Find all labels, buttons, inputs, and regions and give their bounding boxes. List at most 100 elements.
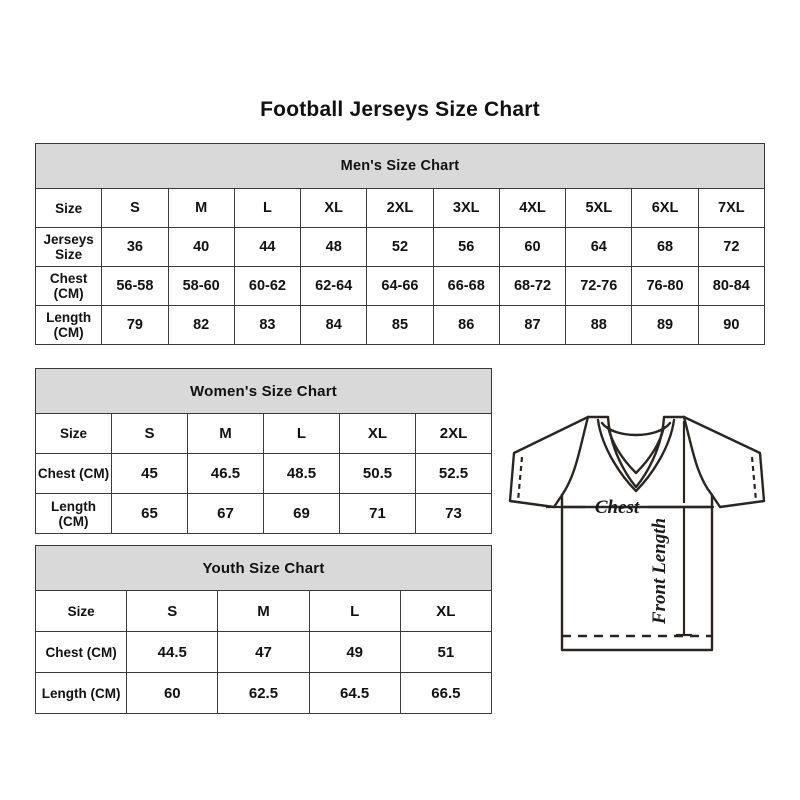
cell: 67 <box>187 493 264 534</box>
table-row: Chest (CM) 45 46.5 48.5 50.5 52.5 <box>35 453 492 494</box>
table-caption-row: Men's Size Chart <box>35 143 765 189</box>
cell: 69 <box>263 493 340 534</box>
cell: 64-66 <box>366 266 434 306</box>
womens-size-chart-table: Women's Size Chart Size S M L XL 2XL Che… <box>35 368 492 534</box>
header-cell-size: Size <box>34 188 103 228</box>
cell: 45 <box>111 453 188 494</box>
table-row: Chest (CM) 44.5 47 49 51 <box>34 631 493 673</box>
cell: 84 <box>300 305 368 345</box>
row-label-length: Length (CM) <box>34 305 103 345</box>
chest-label: Chest <box>595 497 640 518</box>
table-row: Chest (CM) 56-58 58-60 60-62 62-64 64-66… <box>34 266 766 306</box>
cell: 58-60 <box>167 266 235 306</box>
right-armhole <box>682 415 714 509</box>
cell: 44.5 <box>126 631 219 673</box>
cell: 68 <box>631 227 699 267</box>
table-row: Length (CM) 79 82 83 84 85 86 87 88 89 9… <box>34 305 766 345</box>
cell: 72 <box>697 227 766 267</box>
header-cell-size-l: L <box>308 590 401 632</box>
table-row: Jerseys Size 36 40 44 48 52 56 60 64 68 … <box>34 227 766 267</box>
cell: 47 <box>217 631 310 673</box>
cell: 40 <box>167 227 235 267</box>
table-header-row: Size S M L XL <box>34 590 493 632</box>
header-cell-size-7xl: 7XL <box>697 188 766 228</box>
cell: 79 <box>101 305 169 345</box>
cell: 66.5 <box>399 672 493 714</box>
cell: 56 <box>432 227 500 267</box>
header-cell-size-xl: XL <box>339 413 416 454</box>
cell: 85 <box>366 305 434 345</box>
cell: 52 <box>366 227 434 267</box>
cell: 64.5 <box>308 672 401 714</box>
cell: 88 <box>565 305 633 345</box>
cell: 65 <box>111 493 188 534</box>
cell: 66-68 <box>432 266 500 306</box>
header-cell-size-s: S <box>111 413 188 454</box>
cell: 64 <box>565 227 633 267</box>
row-label-chest: Chest (CM) <box>35 453 112 494</box>
cell: 52.5 <box>415 453 492 494</box>
cell: 51 <box>399 631 493 673</box>
neck-collar-curve-1 <box>596 418 676 493</box>
cell: 73 <box>415 493 492 534</box>
header-cell-size-s: S <box>126 590 219 632</box>
header-cell-size: Size <box>35 413 112 454</box>
cell: 90 <box>697 305 766 345</box>
table-caption-row: Youth Size Chart <box>35 545 492 591</box>
row-label-length: Length (CM) <box>35 493 112 534</box>
row-label-jerseys-size: Jerseys Size <box>34 227 103 267</box>
table-header-row: Size S M L XL 2XL <box>35 413 492 454</box>
cell: 87 <box>498 305 567 345</box>
cell: 89 <box>631 305 699 345</box>
header-cell-size-s: S <box>101 188 169 228</box>
womens-table-caption: Women's Size Chart <box>35 368 492 414</box>
cell: 36 <box>101 227 169 267</box>
right-sleeve-outline <box>682 415 766 509</box>
cell: 50.5 <box>339 453 416 494</box>
table-caption-row: Women's Size Chart <box>35 368 492 414</box>
cell: 56-58 <box>101 266 169 306</box>
header-cell-size-m: M <box>167 188 235 228</box>
header-cell-size-m: M <box>217 590 310 632</box>
header-cell-size-4xl: 4XL <box>498 188 567 228</box>
header-cell-size-xl: XL <box>300 188 368 228</box>
header-cell-size-xl: XL <box>399 590 493 632</box>
header-cell-size-3xl: 3XL <box>432 188 500 228</box>
table-header-row: Size S M L XL 2XL 3XL 4XL 5XL 6XL 7XL <box>34 188 766 228</box>
cell: 62.5 <box>217 672 310 714</box>
table-row: Length (CM) 60 62.5 64.5 66.5 <box>34 672 493 714</box>
cell: 60 <box>498 227 567 267</box>
cell: 48.5 <box>263 453 340 494</box>
cell: 71 <box>339 493 416 534</box>
cell: 48 <box>300 227 368 267</box>
youth-size-chart-table: Youth Size Chart Size S M L XL Chest (CM… <box>34 545 493 714</box>
jersey-measurement-diagram: Chest Front Length <box>498 395 783 695</box>
neck-collar-curve-2 <box>606 425 666 475</box>
header-cell-size-m: M <box>187 413 264 454</box>
page-title: Football Jerseys Size Chart <box>260 98 540 121</box>
header-cell-size-l: L <box>233 188 302 228</box>
cell: 60-62 <box>233 266 302 306</box>
cell: 68-72 <box>498 266 567 306</box>
row-label-chest: Chest (CM) <box>34 266 103 306</box>
cell: 86 <box>432 305 500 345</box>
header-cell-size-2xl: 2XL <box>415 413 492 454</box>
cell: 83 <box>233 305 302 345</box>
left-armhole <box>560 415 590 509</box>
cell: 72-76 <box>565 266 633 306</box>
front-length-measure-line <box>676 421 692 637</box>
left-sleeve-outline <box>508 415 590 509</box>
table-row: Length (CM) 65 67 69 71 73 <box>35 493 492 534</box>
youth-table-caption: Youth Size Chart <box>35 545 492 591</box>
cell: 44 <box>233 227 302 267</box>
mens-size-chart-table: Men's Size Chart Size S M L XL 2XL 3XL 4… <box>34 143 766 345</box>
cell: 46.5 <box>187 453 264 494</box>
neck-outer-edge <box>586 415 686 489</box>
row-label-chest: Chest (CM) <box>34 631 128 673</box>
header-cell-size-2xl: 2XL <box>366 188 434 228</box>
neck-collar-curve-3 <box>600 421 672 437</box>
cell: 82 <box>167 305 235 345</box>
cell: 62-64 <box>300 266 368 306</box>
mens-table-caption: Men's Size Chart <box>35 143 765 189</box>
header-cell-size-l: L <box>263 413 340 454</box>
